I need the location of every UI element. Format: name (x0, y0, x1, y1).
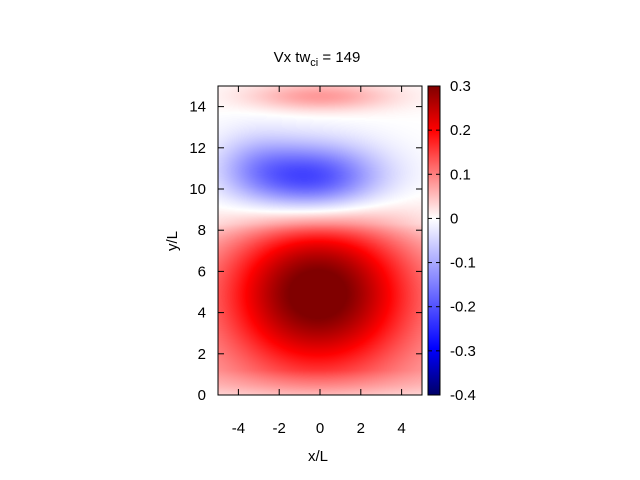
colorbar-tick-label: 0 (450, 210, 458, 227)
x-axis-label: x/L (308, 448, 328, 465)
colorbar-tick-label: 0.3 (450, 78, 471, 95)
y-tick-label: 10 (189, 181, 206, 198)
colorbar (427, 85, 441, 396)
y-tick-label: 6 (198, 263, 206, 280)
y-tick-label: 4 (198, 305, 206, 322)
y-axis-ticks: 0 2 4 6 8 10 12 14 (189, 99, 422, 404)
heatmap-field (218, 86, 422, 395)
y-tick-label: 2 (198, 346, 206, 363)
colorbar-ticks: 0.3 0.2 0.1 0 -0.1 -0.2 -0.3 -0.4 (428, 78, 476, 404)
y-tick-label: 12 (189, 140, 206, 157)
y-tick-label: 8 (198, 222, 206, 239)
colorbar-tick-label: -0.3 (450, 343, 476, 360)
x-tick-label: 2 (357, 420, 365, 437)
y-tick-label: 0 (198, 387, 206, 404)
x-tick-label: 4 (397, 420, 405, 437)
colorbar-tick-label: 0.2 (450, 122, 471, 139)
chart-title: Vx twci = 149 (274, 49, 361, 69)
y-tick-label: 14 (189, 99, 206, 116)
x-tick-label: -4 (232, 420, 245, 437)
colorbar-tick-label: 0.1 (450, 166, 471, 183)
colorbar-tick-label: -0.4 (450, 387, 476, 404)
colorbar-tick-label: -0.1 (450, 255, 476, 272)
x-tick-label: -2 (273, 420, 286, 437)
x-axis-ticks: -4 -2 0 2 4 (232, 86, 406, 437)
x-tick-label: 0 (316, 420, 324, 437)
colorbar-tick-label: -0.2 (450, 299, 476, 316)
y-axis-label: y/L (164, 231, 181, 251)
